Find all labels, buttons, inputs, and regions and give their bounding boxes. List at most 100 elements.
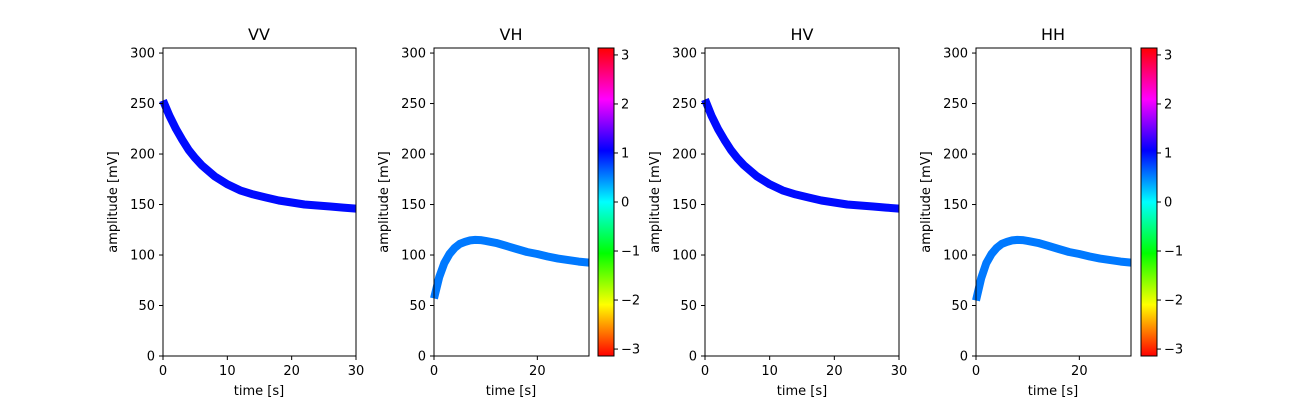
y-axis-label: amplitude [mV] <box>919 151 934 253</box>
x-tick-label: 0 <box>701 364 709 379</box>
y-tick-label: 100 <box>672 249 697 264</box>
y-axis-label: amplitude [mV] <box>648 151 663 253</box>
y-tick-label: 250 <box>672 97 697 112</box>
x-axis-label: time [s] <box>234 384 284 399</box>
y-tick-label: 0 <box>960 350 968 365</box>
y-tick-label: 150 <box>672 198 697 213</box>
y-tick-label: 50 <box>138 299 155 314</box>
panel-hh: HH 0 20 0 50 100 150 200 250 300 time [s] ampli… <box>919 25 1132 399</box>
colorbar-tick-label: 1 <box>1164 146 1172 161</box>
y-tick-label: 200 <box>943 148 968 163</box>
plot-area <box>163 48 356 356</box>
y-tick-label: 200 <box>401 148 426 163</box>
colorbar-tick-label: 2 <box>1164 97 1172 112</box>
colorbar-tick-label: 2 <box>621 97 629 112</box>
y-tick-label: 250 <box>943 97 968 112</box>
y-tick-label: 200 <box>130 148 155 163</box>
x-tick-label: 20 <box>1071 364 1088 379</box>
colorbar-ticks: −3 −2 −1 0 1 2 3 <box>614 48 640 358</box>
plot-area <box>705 48 899 356</box>
y-tick-label: 150 <box>943 198 968 213</box>
chart-title: HH <box>1041 25 1065 44</box>
x-tick-label: 20 <box>283 364 300 379</box>
y-tick-label: 50 <box>409 299 426 314</box>
series-layer <box>701 98 900 213</box>
y-axis-ticks: 0 50 100 150 200 250 300 <box>130 47 163 365</box>
series-layer <box>430 235 590 300</box>
x-axis-ticks: 0 10 20 30 <box>701 356 907 379</box>
colorbar-tick-label: 1 <box>621 146 629 161</box>
plot-frame <box>975 47 1132 357</box>
plot-frame <box>433 47 590 357</box>
colorbar-tick-label: −3 <box>621 343 640 358</box>
y-tick-label: 300 <box>130 47 155 62</box>
colorbar-tick-label: 3 <box>621 48 629 63</box>
x-axis-ticks: 0 10 20 30 <box>159 356 364 379</box>
colorbar-gradient <box>597 47 615 357</box>
series-layer <box>159 98 357 213</box>
y-tick-label: 50 <box>680 299 697 314</box>
series-line <box>159 98 357 213</box>
y-axis-label: amplitude [mV] <box>106 151 121 253</box>
x-tick-label: 0 <box>972 364 980 379</box>
series-line <box>430 235 590 300</box>
x-tick-label: 30 <box>348 364 365 379</box>
y-tick-label: 0 <box>689 350 697 365</box>
y-tick-label: 250 <box>401 97 426 112</box>
y-axis-ticks: 0 50 100 150 200 250 300 <box>401 47 434 365</box>
panel-vv: VV 0 10 20 30 0 50 100 150 200 250 300 time [s] a… <box>106 25 364 399</box>
colorbar-tick-label: 0 <box>1164 196 1172 211</box>
chart-title: HV <box>791 25 814 44</box>
colorbar-tick-label: −2 <box>621 294 640 309</box>
colorbar-tick-label: −1 <box>1164 245 1183 260</box>
x-tick-label: 10 <box>761 364 778 379</box>
y-axis-ticks: 0 50 100 150 200 250 300 <box>943 47 976 365</box>
x-axis-ticks: 0 20 <box>430 356 546 379</box>
plot-area <box>434 48 589 356</box>
colorbar: −3 −2 −1 0 1 2 3 <box>597 47 640 358</box>
y-tick-label: 250 <box>130 97 155 112</box>
x-axis-label: time [s] <box>777 384 827 399</box>
y-tick-label: 0 <box>418 350 426 365</box>
x-axis-label: time [s] <box>1028 384 1078 399</box>
y-tick-label: 100 <box>943 249 968 264</box>
x-axis-label: time [s] <box>486 384 536 399</box>
y-tick-label: 150 <box>130 198 155 213</box>
series-line <box>701 98 900 213</box>
y-tick-label: 300 <box>943 47 968 62</box>
colorbar-tick-label: 3 <box>1164 48 1172 63</box>
chart-title: VV <box>248 25 270 44</box>
y-tick-label: 0 <box>147 350 155 365</box>
chart-title: VH <box>500 25 523 44</box>
colorbar-tick-label: −1 <box>621 245 640 260</box>
y-tick-label: 100 <box>401 249 426 264</box>
colorbar-ticks: −3 −2 −1 0 1 2 3 <box>1157 48 1183 358</box>
x-tick-label: 0 <box>430 364 438 379</box>
y-axis-label: amplitude [mV] <box>377 151 392 253</box>
series-layer <box>972 235 1132 302</box>
colorbar-tick-label: 0 <box>621 196 629 211</box>
colorbar-tick-label: −3 <box>1164 343 1183 358</box>
x-tick-label: 20 <box>529 364 546 379</box>
panel-hv: HV 0 10 20 30 0 50 100 150 200 250 300 time [s] a… <box>648 25 907 399</box>
plot-frame <box>162 47 357 357</box>
x-tick-label: 10 <box>219 364 236 379</box>
y-tick-label: 150 <box>401 198 426 213</box>
y-tick-label: 300 <box>672 47 697 62</box>
y-tick-label: 50 <box>951 299 968 314</box>
x-tick-label: 0 <box>159 364 167 379</box>
y-axis-ticks: 0 50 100 150 200 250 300 <box>672 47 705 365</box>
x-axis-ticks: 0 20 <box>972 356 1088 379</box>
plot-frame <box>704 47 900 357</box>
plot-area <box>976 48 1131 356</box>
y-tick-label: 200 <box>672 148 697 163</box>
x-tick-label: 20 <box>826 364 843 379</box>
series-line <box>972 235 1132 302</box>
y-tick-label: 300 <box>401 47 426 62</box>
panel-vh: VH 0 20 0 50 100 150 200 250 300 time [s] ampli… <box>377 25 590 399</box>
colorbar-gradient <box>1140 47 1158 357</box>
x-tick-label: 30 <box>891 364 908 379</box>
y-tick-label: 100 <box>130 249 155 264</box>
colorbar: −3 −2 −1 0 1 2 3 <box>1140 47 1183 358</box>
